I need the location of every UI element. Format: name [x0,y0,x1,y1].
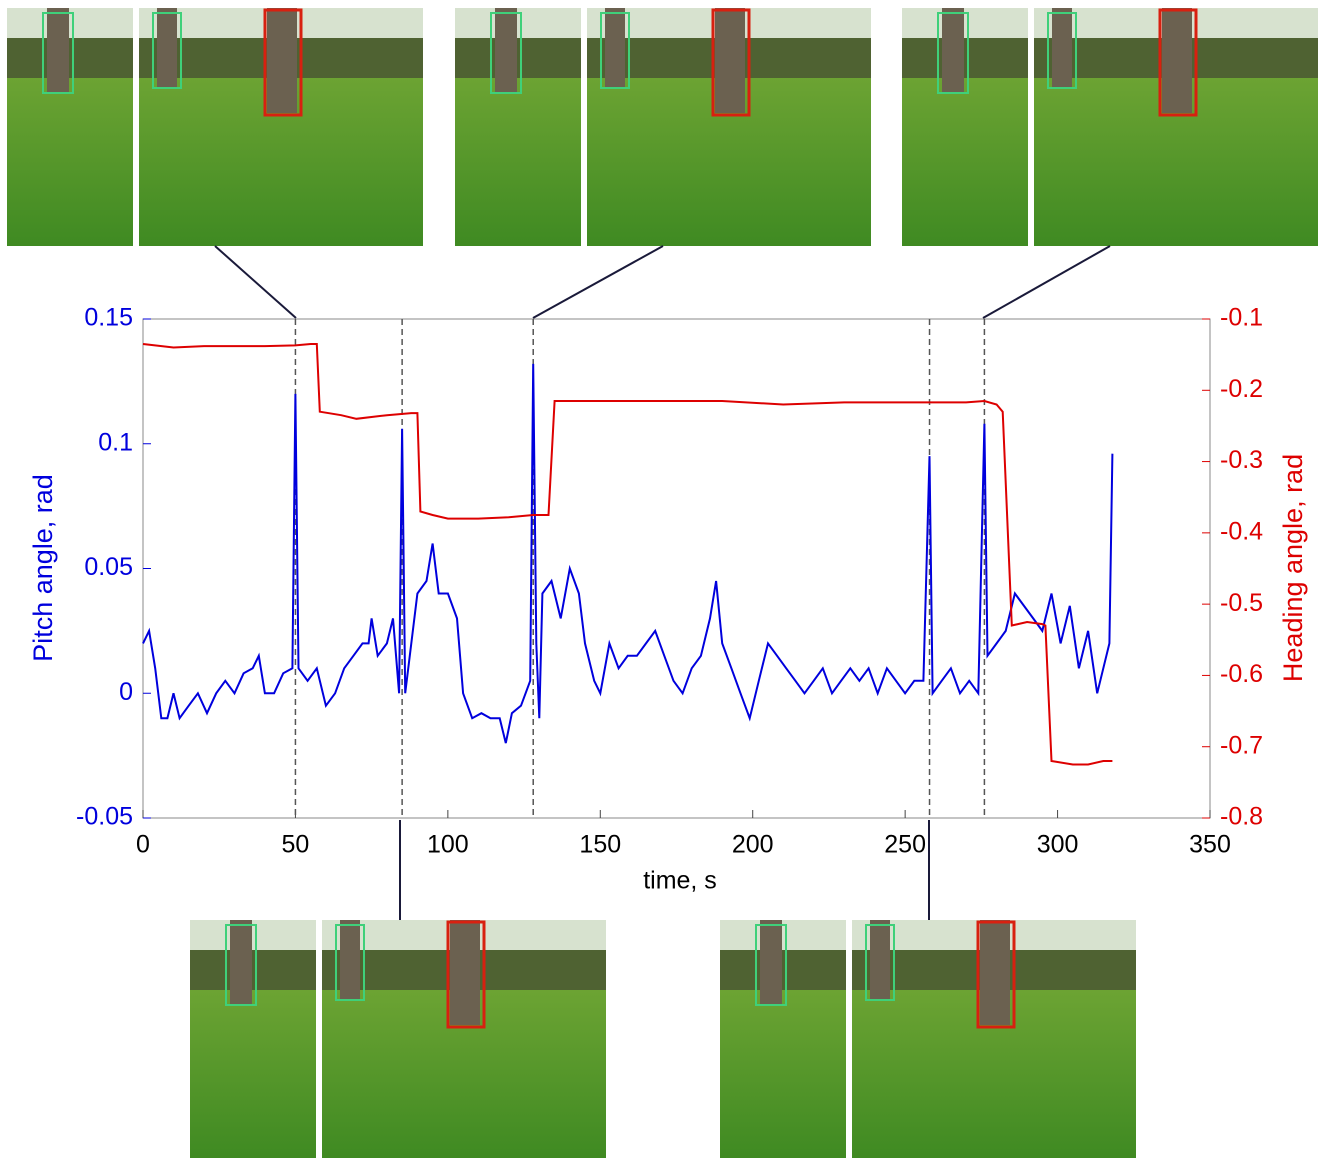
photo-panel [7,8,423,246]
x-tick-label: 150 [579,831,621,859]
photo-panel [455,8,871,246]
y2-tick-label: -0.5 [1220,589,1263,617]
x-tick-label: 250 [884,831,926,859]
data-line [143,364,1112,743]
y-tick-label: 0.15 [84,304,133,332]
y2-tick-label: -0.7 [1220,731,1263,759]
photo-panel [720,920,1136,1158]
x-axis-label: time, s [643,867,717,895]
x-tick-label: 100 [427,831,469,859]
y-tick-label: 0.1 [98,428,133,456]
y2-axis-label: Heading angle, rad [1278,454,1308,682]
x-tick-label: 350 [1189,831,1231,859]
x-tick-label: 0 [136,831,150,859]
y-tick-label: -0.05 [76,803,133,831]
photo-panel [190,920,606,1158]
y2-tick-label: -0.1 [1220,304,1263,332]
data-line [143,344,1112,765]
x-tick-label: 300 [1037,831,1079,859]
y-axis-label: Pitch angle, rad [28,474,58,662]
y-tick-label: 0.05 [84,553,133,581]
y2-tick-label: -0.2 [1220,375,1263,403]
figure: time, s Pitch angle, rad Heading angle, … [0,0,1325,1158]
y2-tick-label: -0.6 [1220,660,1263,688]
y-tick-label: 0 [119,678,133,706]
y2-tick-label: -0.4 [1220,517,1263,545]
x-tick-label: 50 [282,831,310,859]
connectors [215,246,1110,920]
y2-tick-label: -0.8 [1220,803,1263,831]
photo-panel [902,8,1318,246]
x-tick-label: 200 [732,831,774,859]
y2-tick-label: -0.3 [1220,446,1263,474]
